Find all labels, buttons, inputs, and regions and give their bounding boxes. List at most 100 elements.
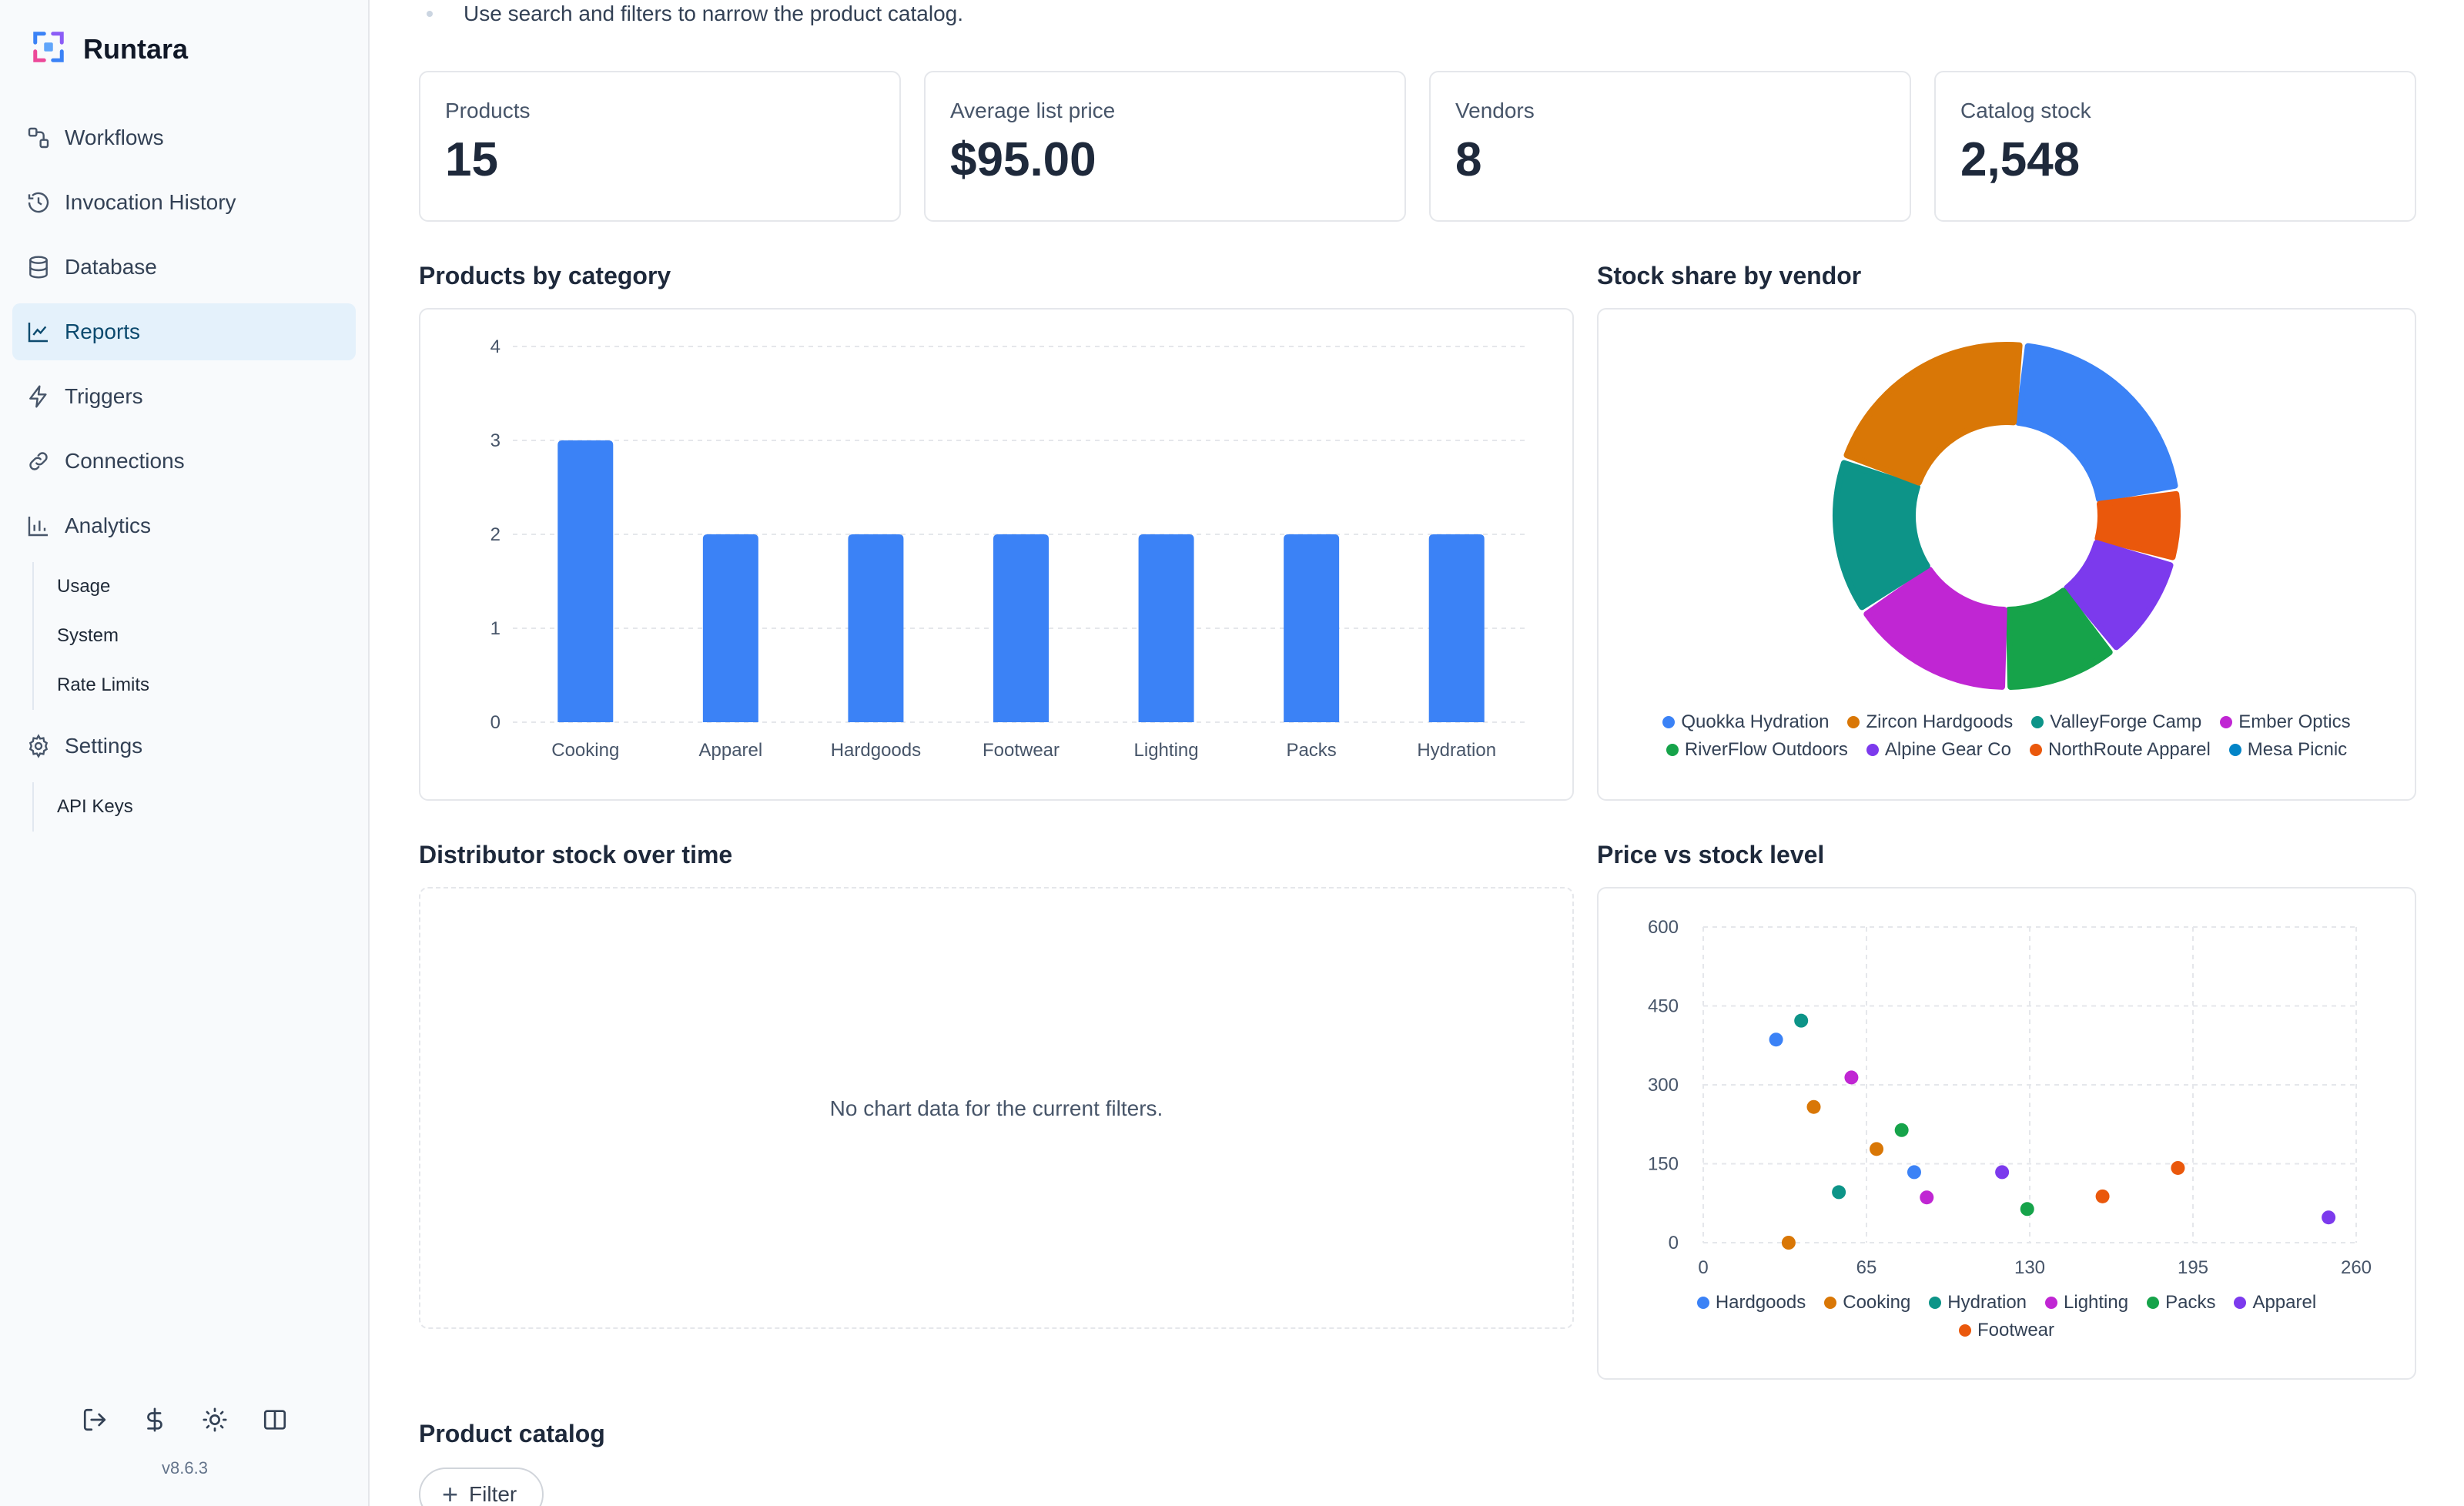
subnav-item-usage[interactable]: Usage xyxy=(57,576,111,597)
bar-packs[interactable] xyxy=(1284,534,1340,722)
app-name: Runtara xyxy=(83,32,189,65)
subnav-item-api-keys[interactable]: API Keys xyxy=(57,796,133,817)
legend-item[interactable]: Footwear xyxy=(1958,1317,2055,1344)
kpi-value: $95.00 xyxy=(950,133,1096,186)
workflow-icon xyxy=(26,126,51,150)
slice-alpine-gear-co[interactable] xyxy=(2064,540,2174,651)
legend-item[interactable]: Zircon Hardgoods xyxy=(1847,708,2013,736)
point-hydration[interactable] xyxy=(1794,1013,1809,1028)
kpi-card-catalog-stock: Catalog stock 2,548 xyxy=(1934,71,2416,222)
bar-hydration[interactable] xyxy=(1428,534,1485,722)
bar-footwear[interactable] xyxy=(993,534,1049,722)
point-hardgoods[interactable] xyxy=(1907,1165,1921,1180)
legend-item[interactable]: Apparel xyxy=(2234,1289,2316,1317)
legend-dot-icon xyxy=(2029,744,2042,756)
dollar-icon[interactable] xyxy=(139,1404,170,1435)
legend-label: NorthRoute Apparel xyxy=(2047,739,2211,760)
bar-apparel[interactable] xyxy=(702,534,758,722)
sidebar-item-connections[interactable]: Connections xyxy=(12,433,356,490)
sidebar-item-reports[interactable]: Reports xyxy=(12,303,356,360)
legend-label: Cooking xyxy=(1843,1292,1911,1313)
sidebar-item-label: Triggers xyxy=(65,384,143,408)
point-apparel[interactable] xyxy=(2322,1210,2336,1225)
database-icon xyxy=(26,255,51,279)
bar-hardgoods[interactable] xyxy=(848,534,904,722)
scatter-chart: 0 150 300 450 600 0 65 130 195 260 xyxy=(1648,917,2372,1278)
subnav-item-rate-limits[interactable]: Rate Limits xyxy=(57,674,150,695)
scatter-chart-card: 0 150 300 450 600 0 65 130 195 260 Hardgoods Cooki… xyxy=(1597,887,2416,1380)
kpi-card-vendors: Vendors 8 xyxy=(1429,71,1911,222)
legend-item[interactable]: Ember Optics xyxy=(2220,708,2351,736)
slice-riverflow-outdoors[interactable] xyxy=(2005,587,2113,690)
sun-icon[interactable] xyxy=(199,1404,230,1435)
sidebar-item-label: Settings xyxy=(65,734,143,758)
subnav-item-system[interactable]: System xyxy=(57,625,119,646)
kpi-value: 15 xyxy=(445,133,498,186)
filter-button[interactable]: + Filter xyxy=(419,1468,544,1506)
legend-dot-icon xyxy=(1929,1297,1942,1309)
slice-zircon-hardgoods[interactable] xyxy=(1843,342,2023,486)
sidebar-item-database[interactable]: Database xyxy=(12,239,356,296)
point-apparel[interactable] xyxy=(1995,1165,2010,1180)
section-title-over-time: Distributor stock over time xyxy=(419,841,733,868)
empty-chart-card: No chart data for the current filters. xyxy=(419,887,1574,1329)
y-tick-label: 3 xyxy=(490,430,500,451)
legend-item[interactable]: Hydration xyxy=(1929,1289,2027,1317)
point-cooking[interactable] xyxy=(1870,1142,1884,1156)
legend-item[interactable]: Cooking xyxy=(1824,1289,1910,1317)
legend-item[interactable]: ValleyForge Camp xyxy=(2031,708,2201,736)
analytics-subnav: Usage System Rate Limits xyxy=(32,562,356,710)
legend-dot-icon xyxy=(1824,1297,1837,1309)
point-cooking[interactable] xyxy=(1806,1099,1821,1114)
sidebar-item-label: Analytics xyxy=(65,514,152,537)
kpi-value: 2,548 xyxy=(1960,133,2081,186)
x-tick-label: 195 xyxy=(2178,1257,2208,1278)
x-tick-label: 260 xyxy=(2341,1257,2372,1278)
logout-icon[interactable] xyxy=(79,1404,110,1435)
y-tick-label: 150 xyxy=(1648,1154,1679,1175)
legend-item[interactable]: NorthRoute Apparel xyxy=(2029,736,2211,764)
legend-label: Footwear xyxy=(1977,1320,2055,1340)
legend-label: Hydration xyxy=(1947,1292,2027,1313)
legend-item[interactable]: Lighting xyxy=(2045,1289,2128,1317)
slice-quokka-hydration[interactable] xyxy=(2015,343,2178,503)
y-tick-label: 0 xyxy=(490,712,500,733)
brand[interactable]: Runtara xyxy=(31,29,188,69)
sidebar-item-invocation-history[interactable]: Invocation History xyxy=(12,174,356,231)
sidebar-item-settings[interactable]: Settings xyxy=(12,718,356,775)
point-hydration[interactable] xyxy=(1832,1185,1846,1200)
sidebar-item-workflows[interactable]: Workflows xyxy=(12,109,356,166)
point-packs[interactable] xyxy=(1894,1123,1909,1137)
legend-item[interactable]: Mesa Picnic xyxy=(2228,736,2347,764)
legend-dot-icon xyxy=(1662,716,1676,728)
slice-northroute-apparel[interactable] xyxy=(2094,490,2181,561)
legend-dot-icon xyxy=(1958,1324,1971,1337)
legend-item[interactable]: Quokka Hydration xyxy=(1662,708,1829,736)
point-hardgoods[interactable] xyxy=(1769,1032,1783,1047)
point-lighting[interactable] xyxy=(1920,1190,1934,1205)
kpi-label: Average list price xyxy=(950,99,1116,122)
legend-dot-icon xyxy=(1696,1297,1709,1309)
legend-item[interactable]: Hardgoods xyxy=(1696,1289,1806,1317)
y-tick-label: 1 xyxy=(490,618,500,639)
point-cooking[interactable] xyxy=(1781,1236,1796,1250)
sidebar-item-analytics[interactable]: Analytics xyxy=(12,497,356,554)
legend-item[interactable]: Packs xyxy=(2147,1289,2215,1317)
slice-valleyforge-camp[interactable] xyxy=(1833,460,1930,611)
point-packs[interactable] xyxy=(2020,1202,2034,1217)
bar-lighting[interactable] xyxy=(1138,534,1194,722)
point-footwear[interactable] xyxy=(2171,1160,2185,1175)
y-tick-label: 0 xyxy=(1669,1233,1679,1253)
legend-item[interactable]: Alpine Gear Co xyxy=(1866,736,2011,764)
legend-item[interactable]: RiverFlow Outdoors xyxy=(1666,736,1848,764)
legend-label: Quokka Hydration xyxy=(1681,711,1830,732)
legend-label: RiverFlow Outdoors xyxy=(1684,739,1848,760)
sidebar-item-triggers[interactable]: Triggers xyxy=(12,368,356,425)
bar-cooking[interactable] xyxy=(557,440,614,722)
slice-ember-optics[interactable] xyxy=(1863,567,2007,690)
section-title-price-stock: Price vs stock level xyxy=(1597,841,1825,868)
point-lighting[interactable] xyxy=(1844,1070,1859,1085)
point-footwear[interactable] xyxy=(2095,1189,2110,1203)
section-title-by-category: Products by category xyxy=(419,262,671,289)
panel-icon[interactable] xyxy=(259,1404,290,1435)
